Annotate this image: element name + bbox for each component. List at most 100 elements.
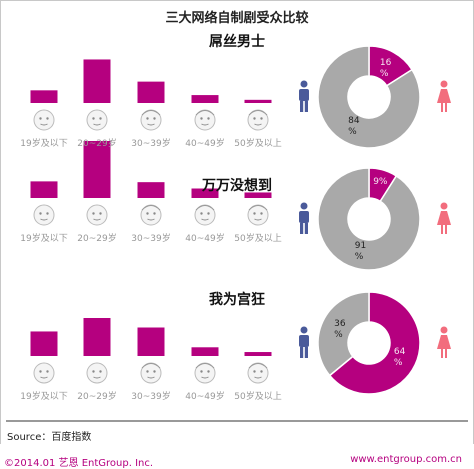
- face-eye: [99, 212, 102, 215]
- bar-2: [83, 59, 111, 103]
- panel-title: 我为宫狂: [209, 292, 265, 308]
- male-head: [300, 80, 308, 88]
- male-body: [299, 211, 309, 223]
- female-icon: [437, 202, 451, 234]
- age-label: 19岁及以下: [20, 392, 68, 402]
- face-icon: [86, 109, 108, 131]
- face-hair: [141, 110, 161, 116]
- pie-label-female: 64 %: [393, 347, 406, 369]
- female-leg: [441, 349, 443, 358]
- pie-slice-male: [317, 167, 421, 271]
- face-mouth: [147, 218, 155, 221]
- face-eye: [153, 212, 156, 215]
- female-icon: [437, 80, 451, 112]
- age-label: 30~39岁: [131, 139, 171, 149]
- face-outline: [86, 204, 108, 226]
- bar-2: [83, 141, 111, 198]
- pie-label-female: 9%: [373, 177, 388, 188]
- face-icon: [140, 362, 162, 384]
- pie-slice-male: [317, 291, 370, 377]
- face-eye: [260, 117, 263, 120]
- face-hair: [248, 110, 268, 116]
- male-leg: [304, 347, 308, 358]
- female-head: [440, 80, 448, 88]
- face-eye: [99, 117, 102, 120]
- age-label: 50岁及以上: [234, 392, 282, 402]
- bar-4: [191, 188, 219, 198]
- male-head: [300, 326, 308, 334]
- bar-3: [137, 81, 165, 103]
- face-icon: [194, 204, 216, 226]
- pie-label-male: 84 %: [348, 115, 360, 137]
- face-mouth: [254, 123, 262, 126]
- bar-5: [244, 192, 272, 198]
- face-hair: [141, 363, 161, 369]
- face-eye: [260, 212, 263, 215]
- pie-label-male: 36 %: [334, 318, 346, 340]
- face-mouth: [201, 376, 209, 379]
- age-label: 30~39岁: [131, 392, 171, 402]
- bar-1: [30, 331, 58, 356]
- face-icon: [194, 362, 216, 384]
- face-eye: [153, 370, 156, 373]
- face-mouth: [254, 218, 262, 221]
- female-leg: [441, 103, 443, 112]
- male-icon: [299, 80, 309, 112]
- face-eye: [253, 212, 256, 215]
- face-icon: [33, 204, 55, 226]
- face-mouth: [147, 376, 155, 379]
- bar-5: [244, 99, 272, 103]
- female-dress: [437, 335, 451, 349]
- age-label: 20~29岁: [77, 234, 117, 244]
- bar-1: [30, 90, 58, 103]
- male-body: [299, 89, 309, 101]
- face-outline: [86, 109, 108, 131]
- female-leg: [441, 225, 443, 234]
- face-eye: [92, 370, 95, 373]
- face-eye: [39, 370, 42, 373]
- female-leg: [445, 103, 447, 112]
- face-eye: [253, 370, 256, 373]
- face-eye: [92, 117, 95, 120]
- male-icon: [299, 202, 309, 234]
- face-mouth: [93, 376, 101, 379]
- face-mouth: [254, 376, 262, 379]
- age-label: 20~29岁: [77, 392, 117, 402]
- face-outline: [86, 362, 108, 384]
- face-mouth: [40, 218, 48, 221]
- face-icon: [140, 109, 162, 131]
- face-icon: [247, 362, 269, 384]
- female-leg: [445, 225, 447, 234]
- face-eye: [46, 212, 49, 215]
- face-mouth: [93, 218, 101, 221]
- pie-slice-female: [328, 291, 421, 395]
- pie-label-male: 91 %: [354, 240, 367, 262]
- male-body: [299, 335, 309, 347]
- footer: [0, 444, 474, 469]
- age-label: 40~49岁: [185, 234, 225, 244]
- bar-1: [30, 181, 58, 198]
- face-mouth: [201, 123, 209, 126]
- face-eye: [207, 117, 210, 120]
- face-outline: [33, 109, 55, 131]
- female-head: [440, 326, 448, 334]
- male-icon: [299, 326, 309, 358]
- panel-title: 屌丝男士: [209, 34, 265, 50]
- face-eye: [46, 117, 49, 120]
- female-dress: [437, 89, 451, 103]
- female-head: [440, 202, 448, 210]
- pie-slice-male: [317, 45, 421, 149]
- bar-3: [137, 182, 165, 198]
- face-eye: [260, 370, 263, 373]
- face-outline: [33, 362, 55, 384]
- male-leg: [304, 223, 308, 234]
- chart-title: 三大网络自制剧受众比较: [165, 11, 309, 26]
- panel-title: 万万没想到: [202, 178, 272, 194]
- face-eye: [146, 117, 149, 120]
- face-eye: [92, 212, 95, 215]
- age-label: 19岁及以下: [20, 234, 68, 244]
- face-eye: [39, 212, 42, 215]
- age-label: 30~39岁: [131, 234, 171, 244]
- bar-2: [83, 318, 111, 356]
